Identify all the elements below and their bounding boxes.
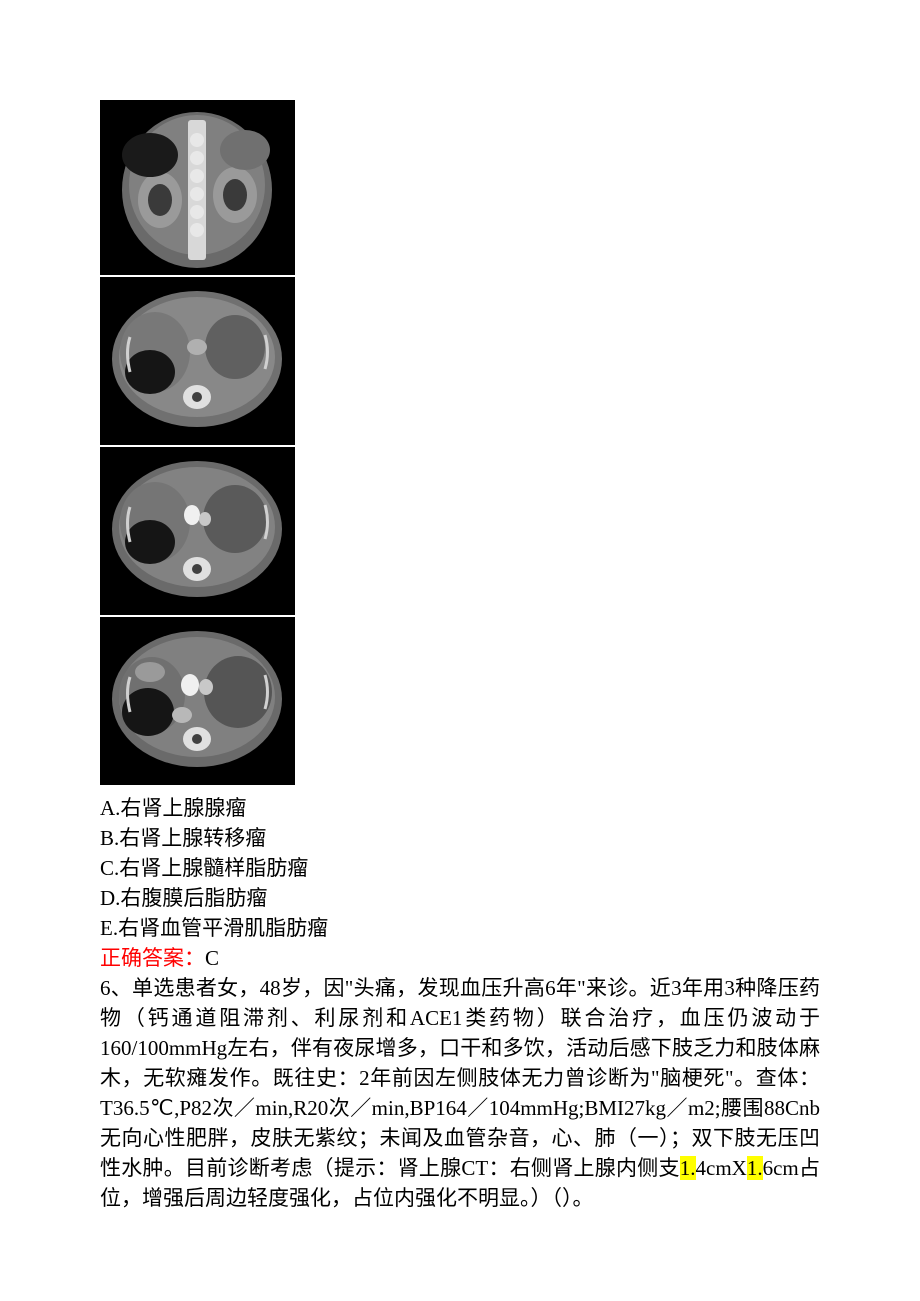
ct-axial-view-2 (100, 447, 295, 615)
ct-axial-view-1 (100, 277, 295, 445)
highlight-1: 1. (680, 1156, 696, 1180)
correct-answer: 正确答案：C (100, 943, 820, 973)
option-b: B.右肾上腺转移瘤 (100, 823, 820, 853)
question-6-text: 6、单选患者女，48岁，因"头痛，发现血压升高6年"来诊。近3年用3种降压药物（… (100, 973, 820, 1213)
ct-axial-view-3 (100, 617, 295, 785)
option-d: D.右腹膜后脂肪瘤 (100, 883, 820, 913)
option-a: A.右肾上腺腺瘤 (100, 793, 820, 823)
question-6-mid1: 4cmX (696, 1156, 747, 1180)
answer-value: C (205, 946, 219, 970)
ct-scan-image-stack (100, 100, 295, 785)
option-e: E.右肾血管平滑肌脂肪瘤 (100, 913, 820, 943)
ct-coronal-view (100, 100, 295, 275)
highlight-2: 1. (747, 1156, 763, 1180)
question-6-prefix: 6、单选患者女，48岁，因"头痛，发现血压升高6年"来诊。近3年用3种降压药物（… (100, 976, 820, 1180)
option-c: C.右肾上腺髓样脂肪瘤 (100, 853, 820, 883)
answer-label: 正确答案： (100, 946, 205, 970)
